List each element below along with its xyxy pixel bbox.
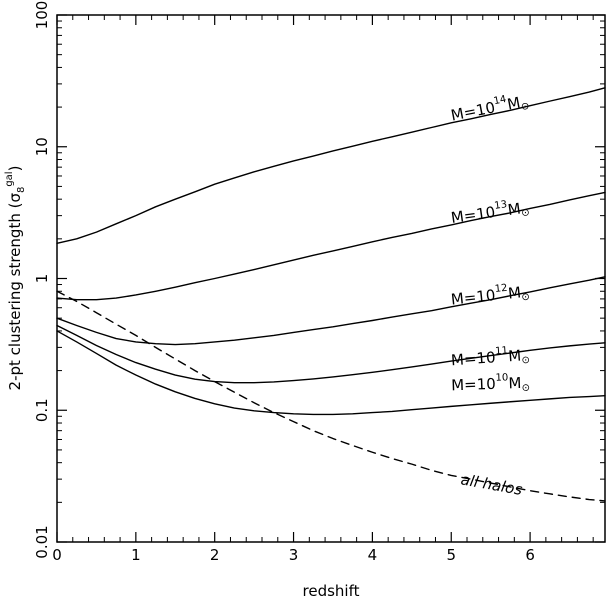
series-line-2 [56,276,606,346]
plot-frame [56,14,606,543]
series-label-1: M=1013M⊙ [449,196,530,229]
x-axis-label: redshift [303,582,360,600]
series-line-5 [56,290,606,502]
series-label-2: M=1012M⊙ [450,281,531,311]
x-tick-label: 4 [368,546,378,564]
series-label-0: M=1014M⊙ [449,90,530,127]
series-group [56,87,606,502]
x-tick-label: 5 [446,546,456,564]
y-axis-ticks: 0.01 0.1 1 10 100 [33,1,605,559]
y-tick-label: 0.01 [33,525,51,558]
y-tick-label: 10 [33,137,51,156]
series-label-3: M=1011M⊙ [450,344,530,371]
series-label-4: M=1010M⊙ [451,372,530,397]
y-axis-label-main: 2-pt clustering strength (σ [6,193,24,391]
series-line-4 [56,330,606,416]
x-tick-label: 6 [525,546,535,564]
y-axis-label-close: ) [6,166,24,172]
x-axis-ticks: 0 1 2 3 4 5 6 [52,15,594,564]
y-tick-label: 0.1 [33,398,51,422]
x-tick-label: 3 [289,546,299,564]
x-tick-label: 1 [131,546,141,564]
y-tick-label: 100 [33,1,51,30]
y-axis-label-sup: gal [4,171,15,186]
series-labels: M=1014M⊙ M=1013M⊙ M=1012M⊙ M=1011M⊙M=1010M⊙… [449,90,531,499]
x-tick-label: 2 [210,546,220,564]
y-tick-label: 1 [33,274,51,284]
x-tick-label: 0 [52,546,62,564]
series-label-5: all halos [459,470,524,499]
series-line-1 [56,191,606,301]
y-axis-label-sub: 8 [16,187,27,193]
y-axis-label: 2-pt clustering strength (σ8gal) [4,166,27,391]
series-line-0 [56,87,606,244]
series-line-3 [56,324,606,384]
